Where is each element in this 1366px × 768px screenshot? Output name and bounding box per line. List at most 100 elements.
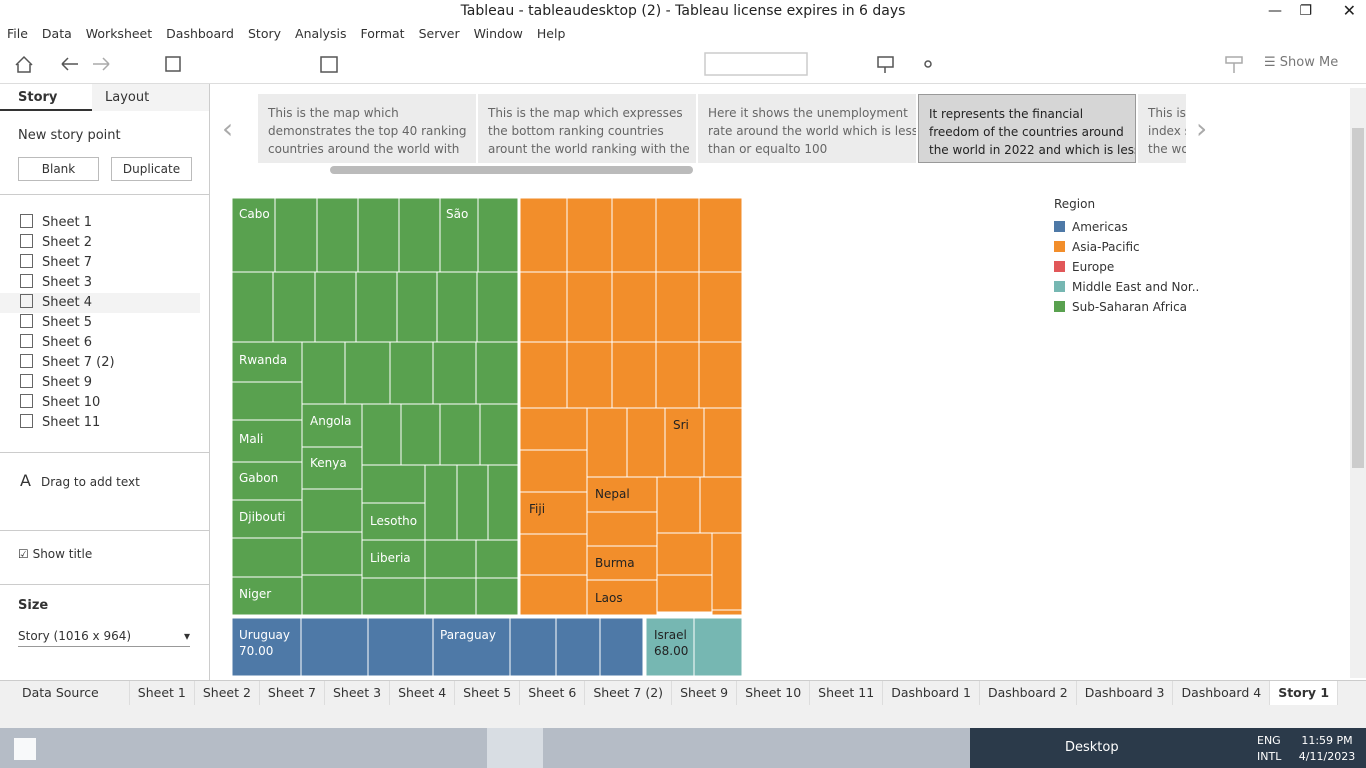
sheet-tab[interactable]: Sheet 9 (672, 681, 738, 706)
treemap-cell[interactable] (357, 197, 400, 273)
sheet-tab[interactable]: Sheet 4 (390, 681, 456, 706)
treemap-cell[interactable] (519, 197, 568, 273)
sheet-tab[interactable]: Sheet 2 (195, 681, 260, 706)
legend-item[interactable]: Americas (1054, 217, 1199, 237)
legend-item[interactable]: Europe (1054, 257, 1199, 277)
start-button[interactable] (14, 738, 36, 760)
treemap-cell[interactable] (231, 341, 303, 383)
drag-text[interactable]: A Drag to add text (20, 471, 140, 490)
home-icon[interactable] (15, 55, 33, 73)
size-dropdown[interactable]: Story (1016 x 964) ▾ (18, 629, 190, 647)
sheet-item[interactable]: Sheet 1 (0, 213, 200, 233)
legend-item[interactable]: Sub-Saharan Africa (1054, 297, 1199, 317)
treemap-cell[interactable] (566, 271, 613, 343)
treemap-cell[interactable] (475, 577, 519, 616)
sheet-item[interactable]: Sheet 7 (0, 253, 200, 273)
menu-item[interactable]: Dashboard (166, 26, 234, 41)
sheet-item[interactable]: Sheet 7 (2) (0, 353, 200, 373)
treemap-cell[interactable] (693, 617, 743, 677)
story-tab[interactable]: Story (0, 84, 92, 111)
treemap-cell[interactable] (301, 341, 346, 405)
vertical-scrollbar[interactable] (1350, 88, 1366, 678)
format-icon[interactable] (1225, 56, 1243, 73)
clock[interactable]: 11:59 PM 4/11/2023 (1294, 733, 1360, 765)
present-icon[interactable] (877, 56, 894, 73)
treemap-cell[interactable] (655, 197, 700, 273)
treemap-cell[interactable] (439, 403, 481, 466)
treemap-cell[interactable] (656, 574, 713, 613)
sheet-tab[interactable]: Story 1 (1270, 681, 1339, 706)
treemap-cell[interactable] (231, 576, 303, 616)
treemap-cell[interactable] (367, 617, 434, 677)
sheet-tab[interactable]: Dashboard 3 (1077, 681, 1174, 706)
close[interactable]: ✕ (1342, 1, 1356, 20)
sheet-tab[interactable]: Dashboard 4 (1173, 681, 1271, 706)
treemap-cell[interactable] (698, 271, 743, 343)
treemap-cell[interactable] (519, 271, 568, 343)
treemap-cell[interactable] (424, 539, 477, 579)
story-point[interactable]: Here it shows the unemployment rate aroun… (698, 94, 916, 163)
treemap-cell[interactable] (300, 617, 369, 677)
treemap-cell[interactable] (475, 341, 519, 405)
treemap-cell[interactable] (400, 403, 441, 466)
treemap-cell[interactable] (301, 488, 363, 533)
back-icon[interactable] (61, 57, 78, 71)
treemap-cell[interactable] (599, 617, 644, 677)
minimize[interactable]: — (1268, 3, 1282, 19)
prev-arrow[interactable]: ‹ (222, 112, 234, 145)
treemap-cell[interactable] (231, 271, 274, 343)
treemap-cell[interactable] (698, 341, 743, 409)
treemap-cell[interactable] (436, 271, 478, 343)
language[interactable]: ENG INTL (1257, 733, 1281, 765)
maximize[interactable]: ❐ (1299, 3, 1312, 19)
new-sheet-icon[interactable] (320, 56, 338, 73)
treemap-cell[interactable] (344, 341, 391, 405)
sheet-tab[interactable]: Data Source (0, 681, 130, 706)
menu-item[interactable]: Help (536, 26, 566, 41)
treemap-cell[interactable] (519, 407, 588, 451)
sheet-tab[interactable]: Sheet 10 (737, 681, 811, 706)
sheet-item[interactable]: Sheet 5 (0, 313, 200, 333)
treemap-cell[interactable] (519, 341, 568, 409)
menu-item[interactable]: File (7, 26, 28, 41)
treemap-cell[interactable] (361, 403, 402, 466)
treemap-cell[interactable] (611, 271, 657, 343)
treemap-cell[interactable] (519, 574, 588, 616)
sheet-item[interactable]: Sheet 4 (0, 293, 200, 313)
treemap-cell[interactable] (656, 476, 701, 534)
treemap-cell[interactable] (432, 617, 511, 677)
sheet-item[interactable]: Sheet 6 (0, 333, 200, 353)
show-title[interactable]: ☑ Show title (18, 547, 93, 561)
treemap-cell[interactable] (699, 476, 743, 534)
sheet-tab[interactable]: Sheet 5 (455, 681, 521, 706)
treemap-cell[interactable] (301, 574, 363, 616)
scrollbar[interactable] (330, 166, 693, 174)
sheet-tab[interactable]: Sheet 11 (810, 681, 884, 706)
treemap-cell[interactable] (477, 197, 519, 273)
treemap-cell[interactable] (231, 197, 276, 273)
treemap-cell[interactable] (586, 407, 628, 478)
treemap-cell[interactable] (656, 532, 713, 576)
treemap-cell[interactable] (355, 271, 398, 343)
treemap-cell[interactable] (231, 617, 302, 677)
treemap-cell[interactable] (487, 464, 519, 541)
share-icon[interactable] (924, 60, 932, 68)
sheet-tab[interactable]: Dashboard 1 (883, 681, 980, 706)
story-point[interactable]: This is the map which expresses the botto… (478, 94, 696, 163)
sheet-item[interactable]: Sheet 2 (0, 233, 200, 253)
treemap-cell[interactable] (566, 197, 613, 273)
treemap-cell[interactable] (519, 533, 588, 576)
dropdown[interactable] (704, 52, 808, 76)
sheet-tab[interactable]: Sheet 6 (520, 681, 586, 706)
story-point[interactable]: It represents the financial freedom of th… (918, 94, 1136, 163)
treemap-cell[interactable] (655, 271, 700, 343)
treemap-cell[interactable] (456, 464, 489, 541)
treemap-cell[interactable] (645, 617, 695, 677)
treemap-cell[interactable] (274, 197, 318, 273)
treemap-cell[interactable] (301, 531, 363, 576)
duplicate-button[interactable]: Duplicate (111, 157, 192, 181)
treemap-cell[interactable] (424, 464, 458, 541)
treemap-cell[interactable] (272, 271, 316, 343)
treemap-cell[interactable] (361, 464, 426, 504)
